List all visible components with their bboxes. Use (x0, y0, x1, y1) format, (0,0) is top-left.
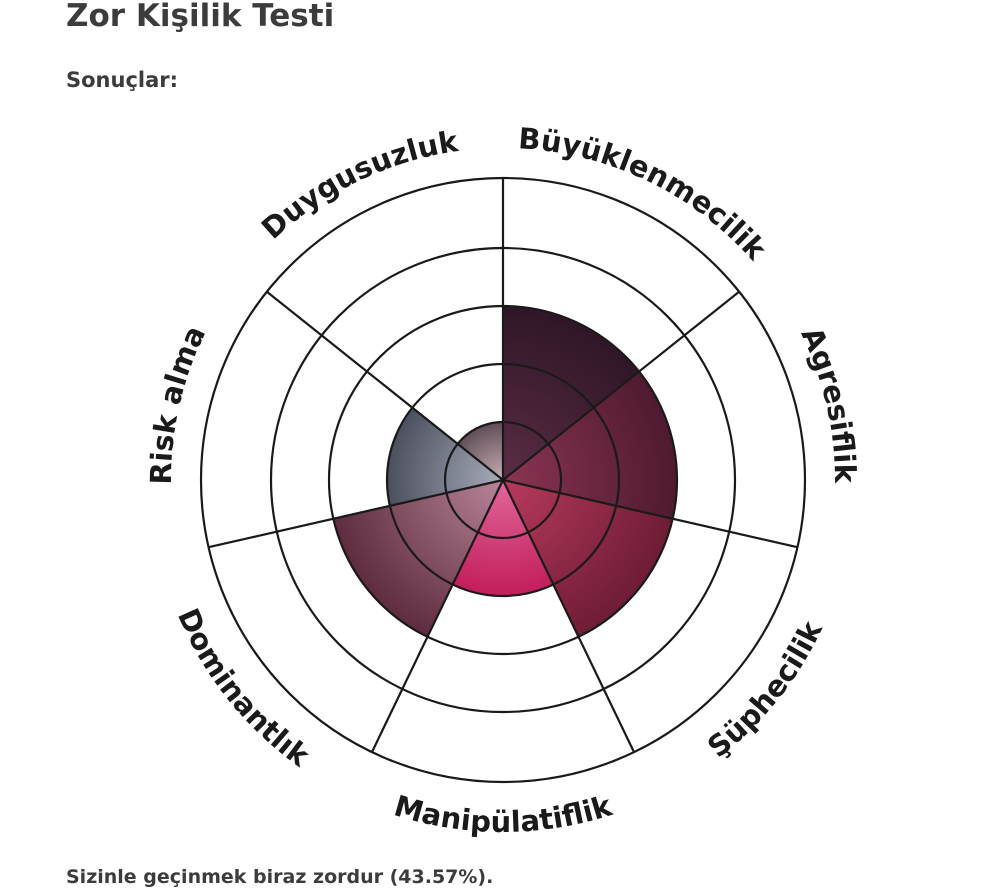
sector-buyuklenmecilik (503, 306, 640, 480)
grid-spoke-6 (208, 478, 504, 549)
grid-layer (199, 176, 807, 784)
page-title: Zor Kişilik Testi (66, 0, 335, 34)
sector-duygusuzluk (457, 421, 503, 480)
result-summary: Sizinle geçinmek biraz zordur (43.57%). (66, 866, 494, 888)
sector-risk-alma (387, 407, 503, 506)
results-heading: Sonuçlar: (66, 68, 179, 92)
label-duygusuzluk: Duygusuzluk (255, 124, 461, 246)
grid-spoke-5 (370, 479, 504, 753)
grid-spoke-3 (502, 478, 798, 549)
sector-agresiflik (503, 371, 678, 519)
label-manipulatiflik: Manipülatiflik (391, 788, 617, 839)
grid-spoke-7 (266, 290, 504, 481)
label-buyuklenmecilik: Büyüklenmecilik (517, 121, 773, 267)
grid-spoke-4 (502, 479, 636, 753)
label-dominantlik: Dominantlık (171, 603, 316, 773)
grid-spoke-2 (502, 290, 740, 481)
